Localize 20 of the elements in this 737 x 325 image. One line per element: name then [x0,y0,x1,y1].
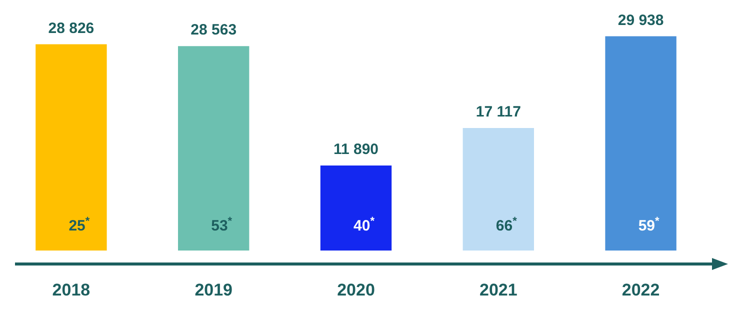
x-tick-label: 2018 [52,280,90,300]
x-tick-label: 2021 [479,280,518,300]
x-tick-label: 2020 [337,280,375,300]
annotation: 59* [638,216,660,235]
annotation: 40* [354,216,376,235]
bar [36,44,107,251]
bar [178,46,250,251]
annotation: 66* [496,216,518,235]
data-label: 28 563 [190,22,237,39]
x-tick-label: 2022 [622,280,660,300]
data-label: 28 826 [48,20,94,37]
bar [320,165,392,251]
data-label: 11 890 [333,141,379,158]
bar [605,36,676,251]
data-label: 17 117 [476,104,521,121]
annotation: 25* [68,216,90,235]
bar [462,128,534,251]
data-label: 29 938 [618,12,664,29]
annotation: 53* [211,216,233,235]
x-tick-label: 2019 [194,280,233,300]
